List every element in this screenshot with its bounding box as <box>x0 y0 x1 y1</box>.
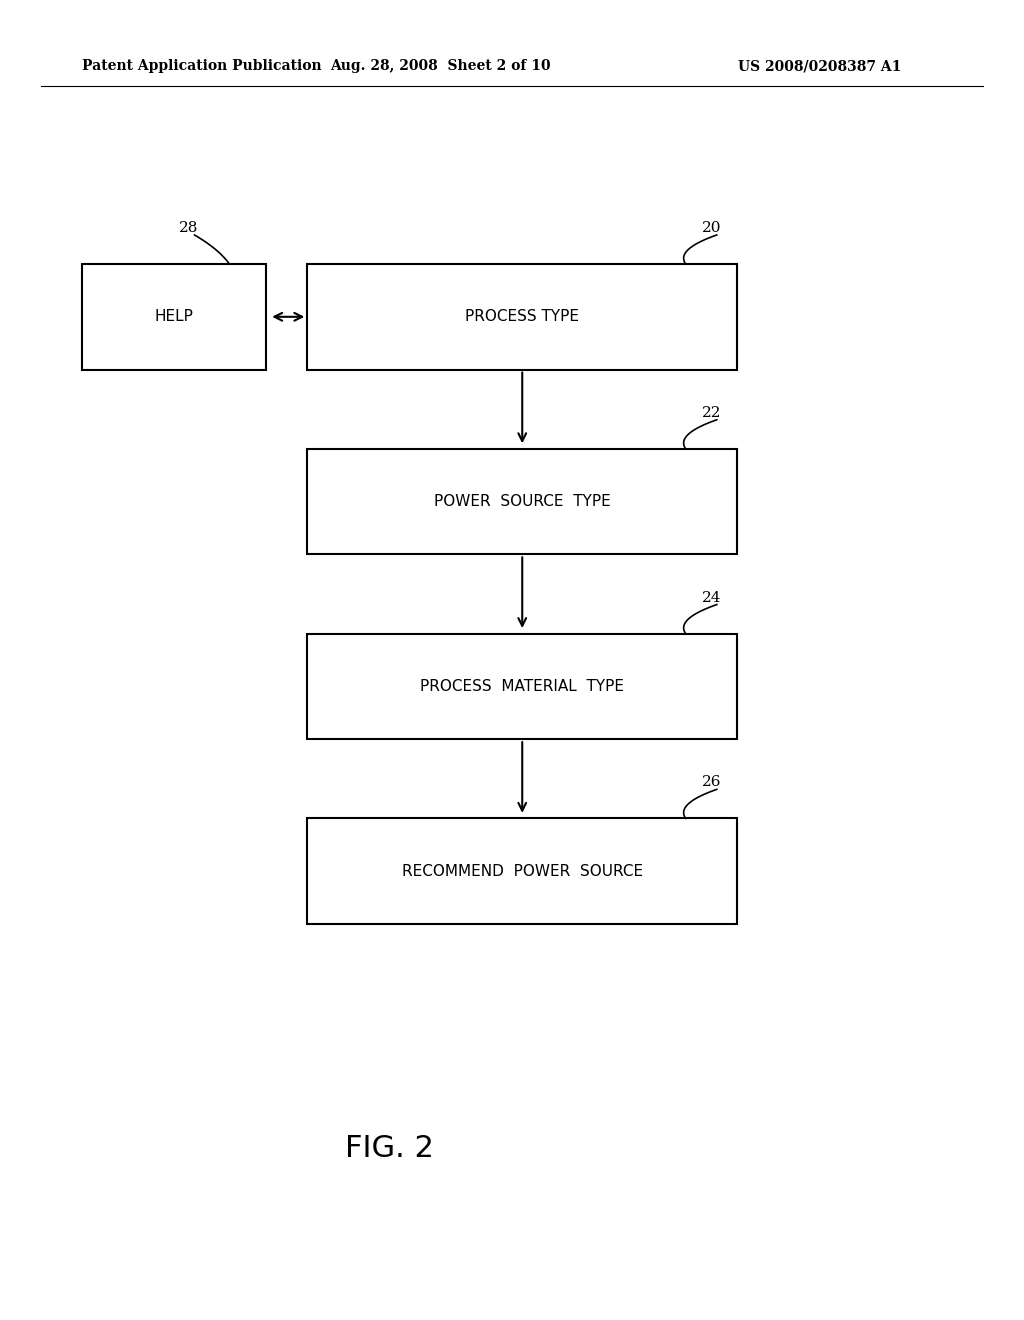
Text: 28: 28 <box>179 220 199 235</box>
Text: HELP: HELP <box>155 309 194 325</box>
Text: 22: 22 <box>701 405 721 420</box>
Text: RECOMMEND  POWER  SOURCE: RECOMMEND POWER SOURCE <box>401 863 643 879</box>
FancyBboxPatch shape <box>307 264 737 370</box>
Text: 20: 20 <box>701 220 721 235</box>
FancyBboxPatch shape <box>307 449 737 554</box>
FancyBboxPatch shape <box>307 818 737 924</box>
Text: Patent Application Publication: Patent Application Publication <box>82 59 322 74</box>
Text: US 2008/0208387 A1: US 2008/0208387 A1 <box>737 59 901 74</box>
Text: PROCESS TYPE: PROCESS TYPE <box>465 309 580 325</box>
Text: FIG. 2: FIG. 2 <box>345 1134 433 1163</box>
FancyBboxPatch shape <box>82 264 266 370</box>
Text: PROCESS  MATERIAL  TYPE: PROCESS MATERIAL TYPE <box>420 678 625 694</box>
Text: 26: 26 <box>701 775 721 789</box>
Text: 24: 24 <box>701 590 721 605</box>
Text: Aug. 28, 2008  Sheet 2 of 10: Aug. 28, 2008 Sheet 2 of 10 <box>330 59 551 74</box>
Text: POWER  SOURCE  TYPE: POWER SOURCE TYPE <box>434 494 610 510</box>
FancyBboxPatch shape <box>307 634 737 739</box>
